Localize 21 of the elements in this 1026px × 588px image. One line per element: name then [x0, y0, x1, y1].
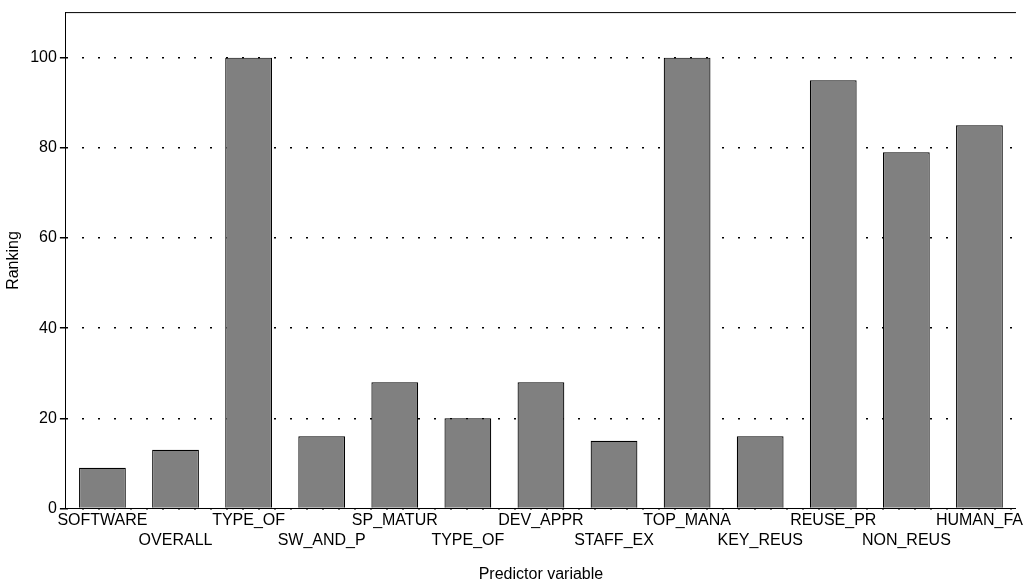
- x-tick-label: OVERALL: [138, 530, 213, 548]
- x-tick-label: SOFTWARE: [57, 511, 148, 529]
- y-tick-label: 80: [39, 138, 57, 156]
- x-tick-label: STAFF_EX: [574, 530, 655, 549]
- y-tick-label: 60: [39, 228, 57, 246]
- x-tick-label: DEV_APPR: [498, 511, 584, 530]
- x-axis-title: Predictor variable: [478, 564, 604, 582]
- y-tick-label: 0: [47, 498, 57, 516]
- x-tick-label: TYPE_OF: [212, 511, 286, 530]
- x-tick-label: TYPE_OF: [431, 530, 505, 549]
- x-tick-label: REUSE_PR: [790, 511, 877, 530]
- y-axis-title: Ranking: [4, 231, 22, 290]
- x-tick-label: NON_REUS: [861, 530, 951, 549]
- x-tick-label: KEY_REUS: [717, 530, 803, 549]
- x-tick-label: HUMAN_FA: [935, 511, 1024, 530]
- x-tick-label: SP_MATUR: [351, 511, 438, 530]
- y-tick-label: 20: [39, 408, 57, 426]
- y-tick-label: 100: [30, 48, 57, 66]
- x-tick-label: TOP_MANA: [643, 511, 732, 530]
- x-tick-label: SW_AND_P: [277, 530, 366, 549]
- y-tick-label: 40: [39, 318, 57, 336]
